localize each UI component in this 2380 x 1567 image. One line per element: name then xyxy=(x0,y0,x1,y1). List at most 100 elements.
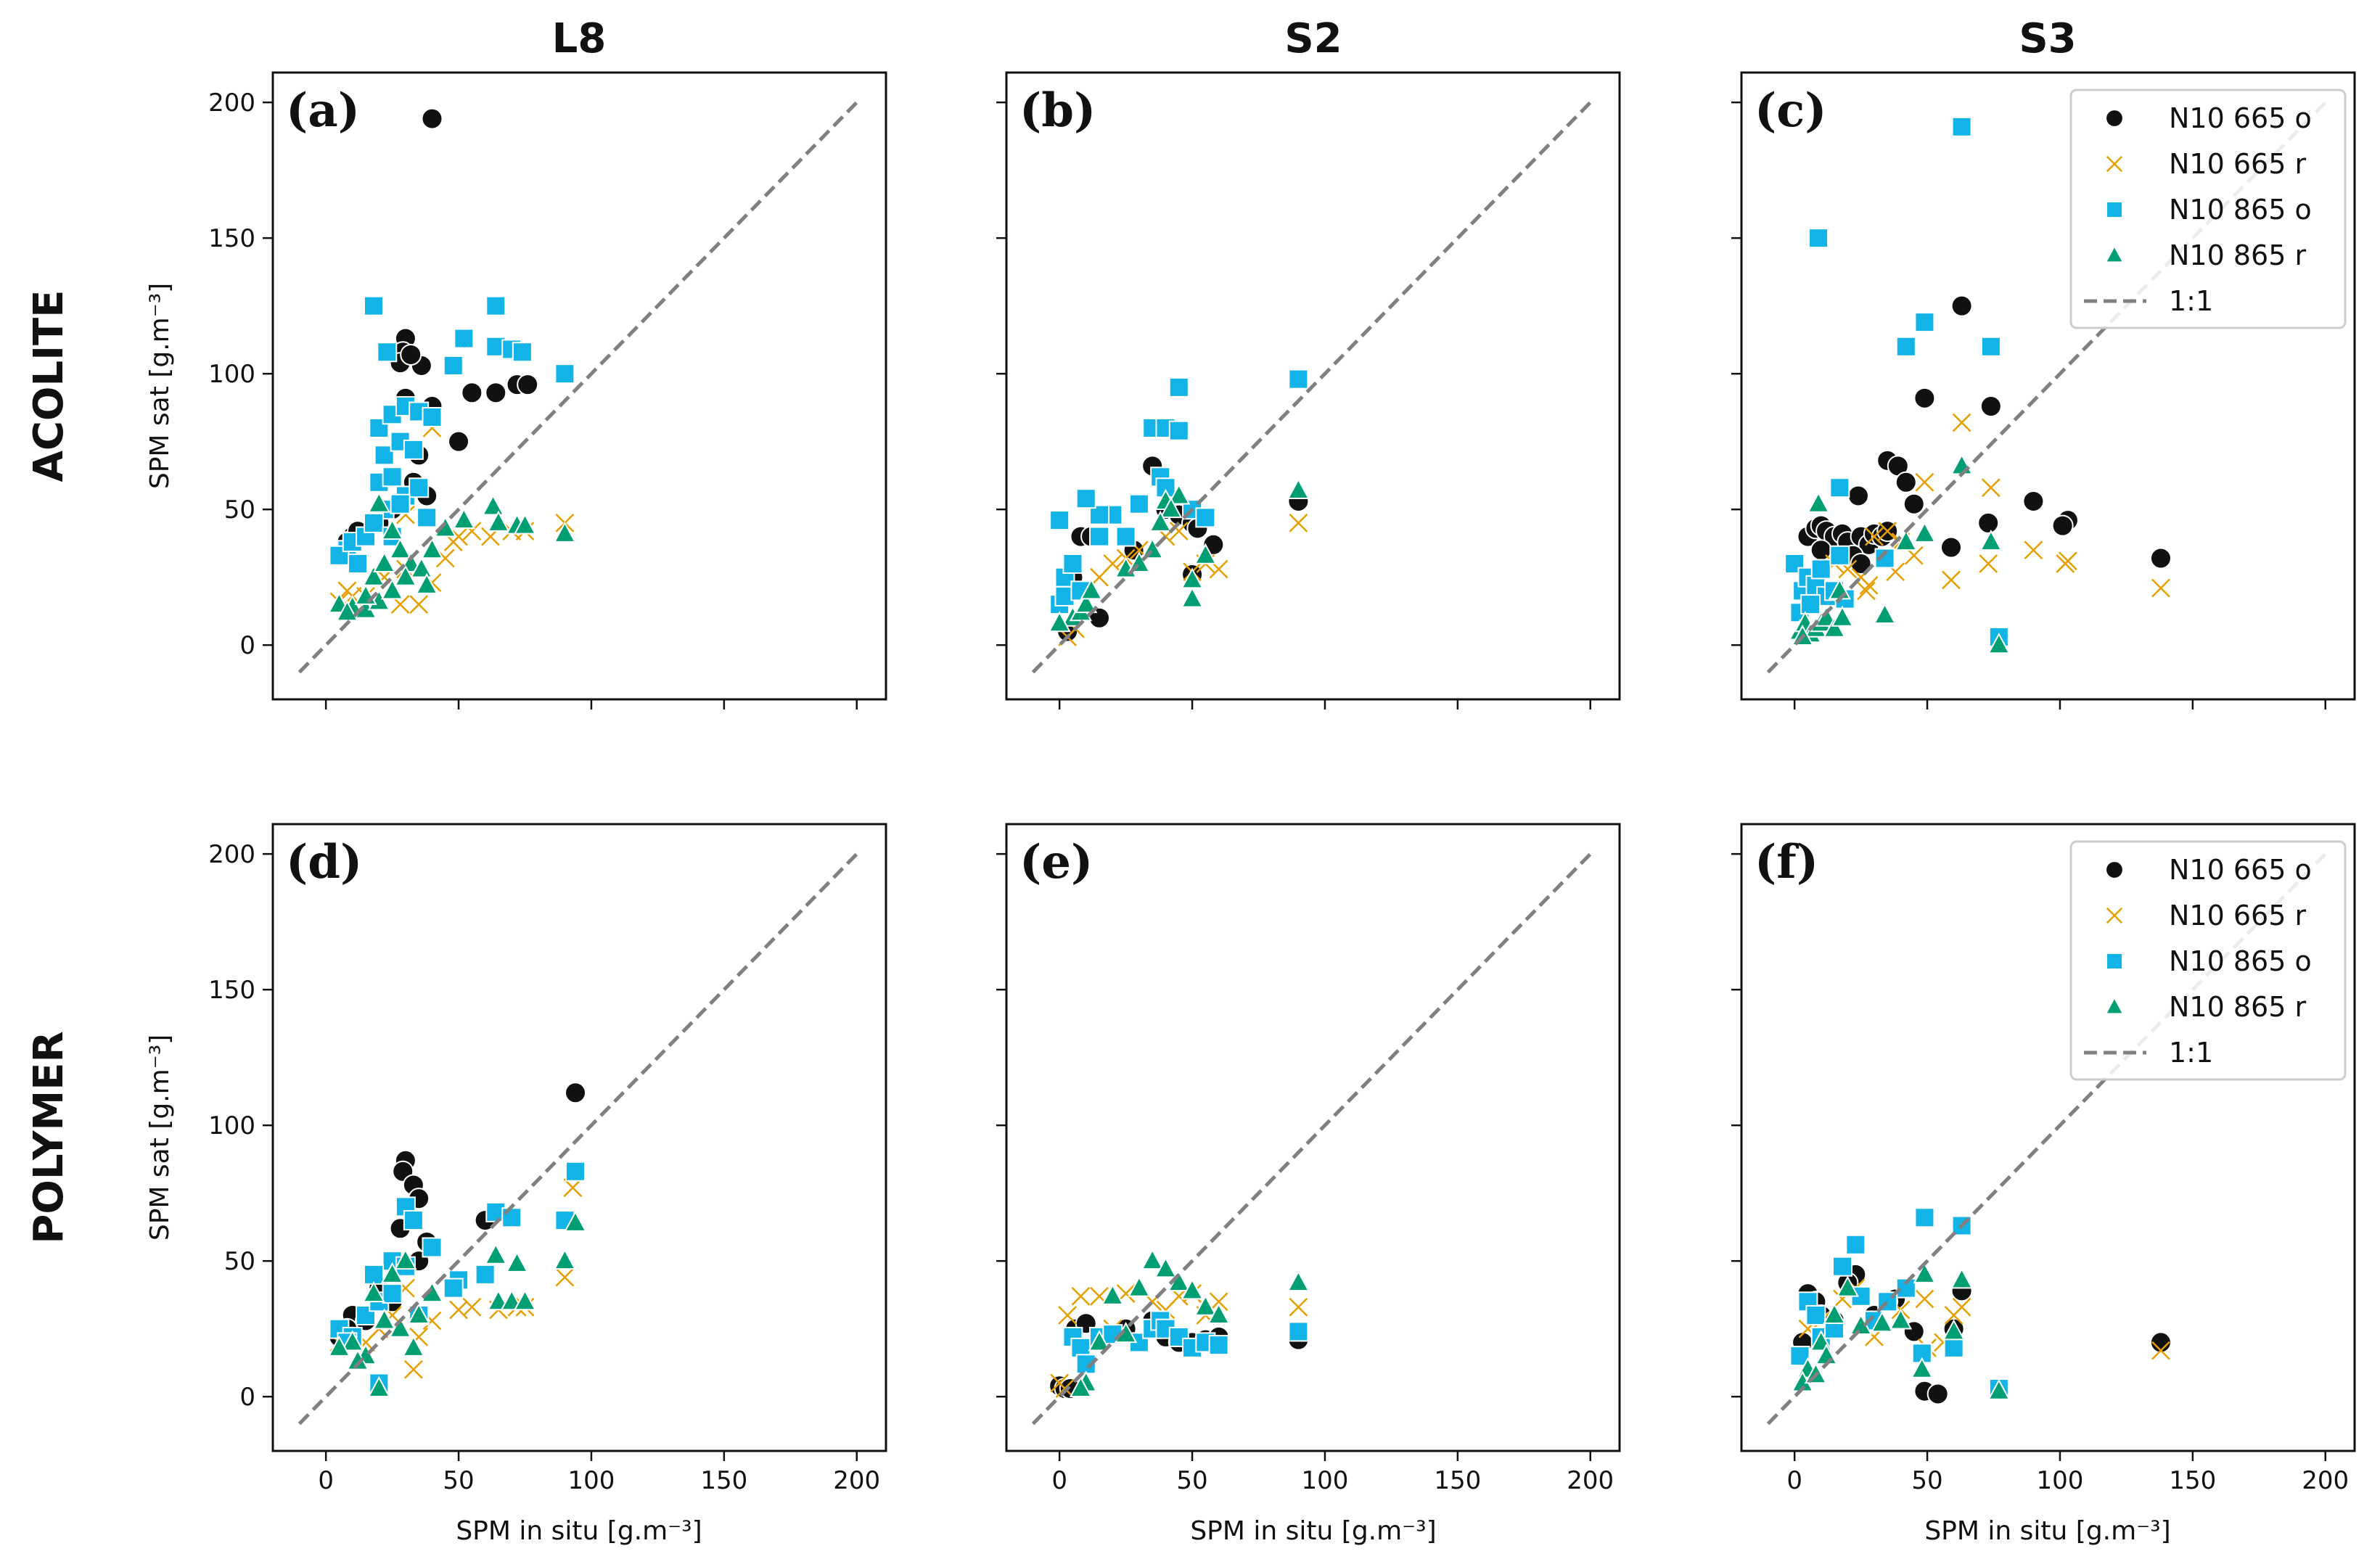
data-point xyxy=(327,1335,351,1357)
y-axis-label-bottom: SPM sat [g.m⁻³] xyxy=(145,1035,175,1241)
data-point xyxy=(2149,1331,2172,1354)
plot-frame xyxy=(1005,823,1621,1452)
data-point xyxy=(1926,1383,1949,1405)
data-point xyxy=(1829,477,1850,498)
data-point xyxy=(402,1335,425,1357)
data-point xyxy=(380,578,404,600)
data-point xyxy=(422,1237,443,1258)
data-point xyxy=(377,342,398,363)
y-tick-label: 150 xyxy=(208,224,255,253)
data-point xyxy=(1169,522,1189,540)
column-title-l8: L8 xyxy=(552,15,607,62)
row-title-polymer: POLYMER xyxy=(25,1031,73,1243)
x-tick-label: 100 xyxy=(1302,1466,1349,1495)
data-point xyxy=(1865,527,1884,546)
data-point xyxy=(1873,602,1897,625)
panel-d: 0 50 100 150 200 0 50 100 150 200 (d) xyxy=(208,823,887,1495)
legend-entry: N10 665 o xyxy=(2169,854,2312,886)
data-point xyxy=(1979,554,1998,573)
data-point xyxy=(1915,1289,1934,1309)
column-title-s3: S3 xyxy=(2019,15,2076,62)
data-point xyxy=(1977,511,2000,534)
data-point xyxy=(388,538,412,559)
data-point xyxy=(1049,510,1070,531)
data-point xyxy=(362,1280,385,1303)
data-point xyxy=(1903,493,1925,515)
data-point xyxy=(1979,395,2002,418)
data-point xyxy=(1141,1249,1164,1270)
x-tick-label: 200 xyxy=(2302,1466,2349,1495)
legend-marker-x-icon xyxy=(2106,907,2123,924)
data-point xyxy=(1895,336,1916,357)
data-point xyxy=(1913,387,1936,409)
data-point xyxy=(1195,507,1216,528)
data-point xyxy=(403,1360,423,1379)
data-point xyxy=(1115,526,1136,547)
data-point xyxy=(443,1278,464,1299)
data-point xyxy=(1289,513,1308,532)
panel-b: (b) xyxy=(996,71,1621,710)
data-point xyxy=(487,510,510,532)
data-point xyxy=(1089,526,1110,547)
y-tick-label: 50 xyxy=(224,495,255,525)
x-tick-label: 200 xyxy=(833,1466,880,1495)
data-point xyxy=(1288,369,1309,390)
x-tick-label: 0 xyxy=(1051,1466,1067,1495)
data-point xyxy=(565,1161,586,1182)
data-point xyxy=(2051,514,2074,537)
panel-a: 0 50 100 150 200 (a) xyxy=(208,71,887,710)
data-point xyxy=(1943,1337,1964,1358)
data-point xyxy=(1062,553,1083,574)
data-point xyxy=(513,1289,537,1311)
data-point xyxy=(1913,1262,1937,1283)
data-point xyxy=(1823,616,1846,638)
data-point xyxy=(448,430,470,453)
data-point xyxy=(1160,497,1183,519)
data-point xyxy=(388,1316,412,1338)
data-point xyxy=(1089,504,1110,525)
data-point xyxy=(2151,578,2170,598)
data-point xyxy=(409,477,430,498)
data-point xyxy=(364,295,385,316)
data-point xyxy=(1181,1278,1204,1300)
data-point xyxy=(1808,228,1829,249)
data-point xyxy=(341,1330,364,1352)
data-point xyxy=(1055,1379,1075,1398)
data-point xyxy=(1944,1306,1964,1325)
data-point xyxy=(367,1375,390,1397)
data-point xyxy=(1850,552,1872,575)
legend-marker-triangle-icon xyxy=(2104,244,2125,263)
data-point xyxy=(1800,594,1821,615)
x-tick-label: 150 xyxy=(2169,1466,2216,1495)
data-point xyxy=(1194,1294,1218,1316)
data-point xyxy=(1871,1311,1894,1333)
data-point xyxy=(1913,521,1937,543)
data-point xyxy=(1951,116,1972,137)
data-point xyxy=(394,1249,417,1270)
data-point xyxy=(564,1210,587,1232)
data-point xyxy=(485,295,506,316)
data-point xyxy=(452,508,476,530)
data-point xyxy=(1069,1375,1093,1397)
x-tick-label: 100 xyxy=(2037,1466,2084,1495)
data-point xyxy=(1080,578,1103,600)
y-tick-label: 50 xyxy=(224,1247,255,1276)
x-tick-label: 150 xyxy=(700,1466,747,1495)
data-point xyxy=(1289,1297,1308,1317)
data-point xyxy=(454,328,475,349)
data-point xyxy=(1805,1304,1826,1325)
data-point xyxy=(1845,1234,1866,1255)
data-point xyxy=(372,1308,396,1330)
panel-c: (c) N10 665 o N10 665 r N10 865 o N10 865 r 1… xyxy=(1731,71,2356,710)
data-point xyxy=(1168,483,1191,505)
data-point xyxy=(374,445,395,466)
legend-entry: N10 665 r xyxy=(2169,900,2306,931)
data-point xyxy=(1154,1257,1178,1278)
data-point xyxy=(1952,413,1971,432)
legend-entry: N10 865 r xyxy=(2169,991,2306,1023)
data-point xyxy=(461,382,483,404)
data-point xyxy=(2024,540,2043,560)
data-point xyxy=(390,493,411,514)
data-point xyxy=(553,521,577,543)
data-point xyxy=(563,1178,583,1198)
